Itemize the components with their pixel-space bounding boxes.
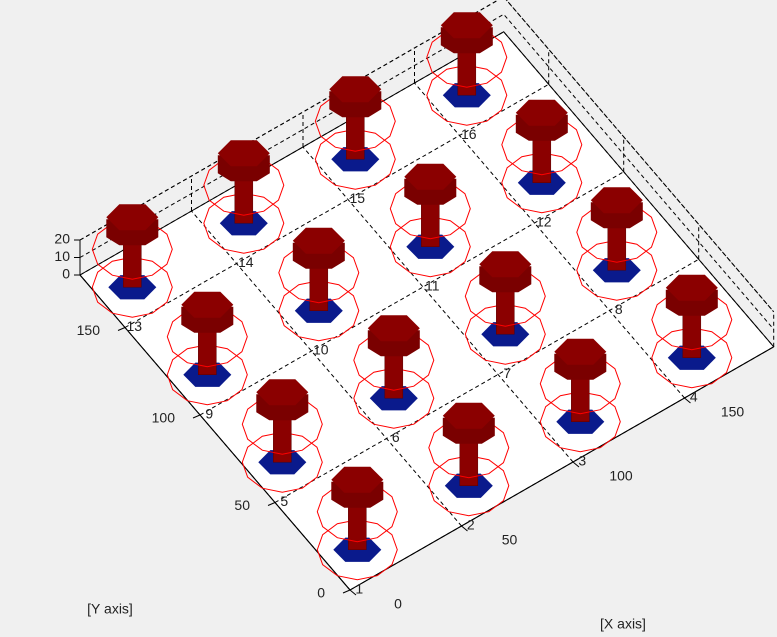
x-axis-label: [X axis] xyxy=(600,616,646,632)
x-tick-label: 0 xyxy=(394,596,402,612)
point-label: 9 xyxy=(205,405,213,421)
point-label: 14 xyxy=(238,254,254,270)
point-label: 8 xyxy=(615,301,623,317)
z-tick-label: 0 xyxy=(62,266,70,282)
point-label: 10 xyxy=(313,341,329,357)
point-label: 5 xyxy=(280,493,288,509)
point-label: 12 xyxy=(536,213,552,229)
point-label: 3 xyxy=(578,452,586,468)
point-label: 11 xyxy=(425,277,440,293)
y-tick-label: 50 xyxy=(234,497,250,513)
z-tick-label: 20 xyxy=(54,231,70,247)
x-tick-label: 150 xyxy=(721,404,745,420)
x-tick-label: 50 xyxy=(502,532,518,548)
z-tick-label: 10 xyxy=(54,248,70,264)
x-tick-label: 100 xyxy=(609,468,633,484)
point-label: 1 xyxy=(355,580,363,596)
y-tick-label: 150 xyxy=(77,322,101,338)
point-label: 7 xyxy=(503,365,511,381)
point-label: 2 xyxy=(467,516,475,532)
point-label: 16 xyxy=(461,126,477,142)
point-label: 15 xyxy=(350,190,366,206)
chart: [X axis] [Y axis] 0102005010015005010015… xyxy=(0,0,777,637)
point-label: 6 xyxy=(392,429,400,445)
y-tick-label: 100 xyxy=(152,410,176,426)
point-label: 4 xyxy=(690,388,698,404)
y-tick-label: 0 xyxy=(317,585,325,601)
point-label: 13 xyxy=(127,318,143,334)
page: [X axis] [Y axis] 0102005010015005010015… xyxy=(0,0,777,637)
y-axis-label: [Y axis] xyxy=(87,601,133,617)
